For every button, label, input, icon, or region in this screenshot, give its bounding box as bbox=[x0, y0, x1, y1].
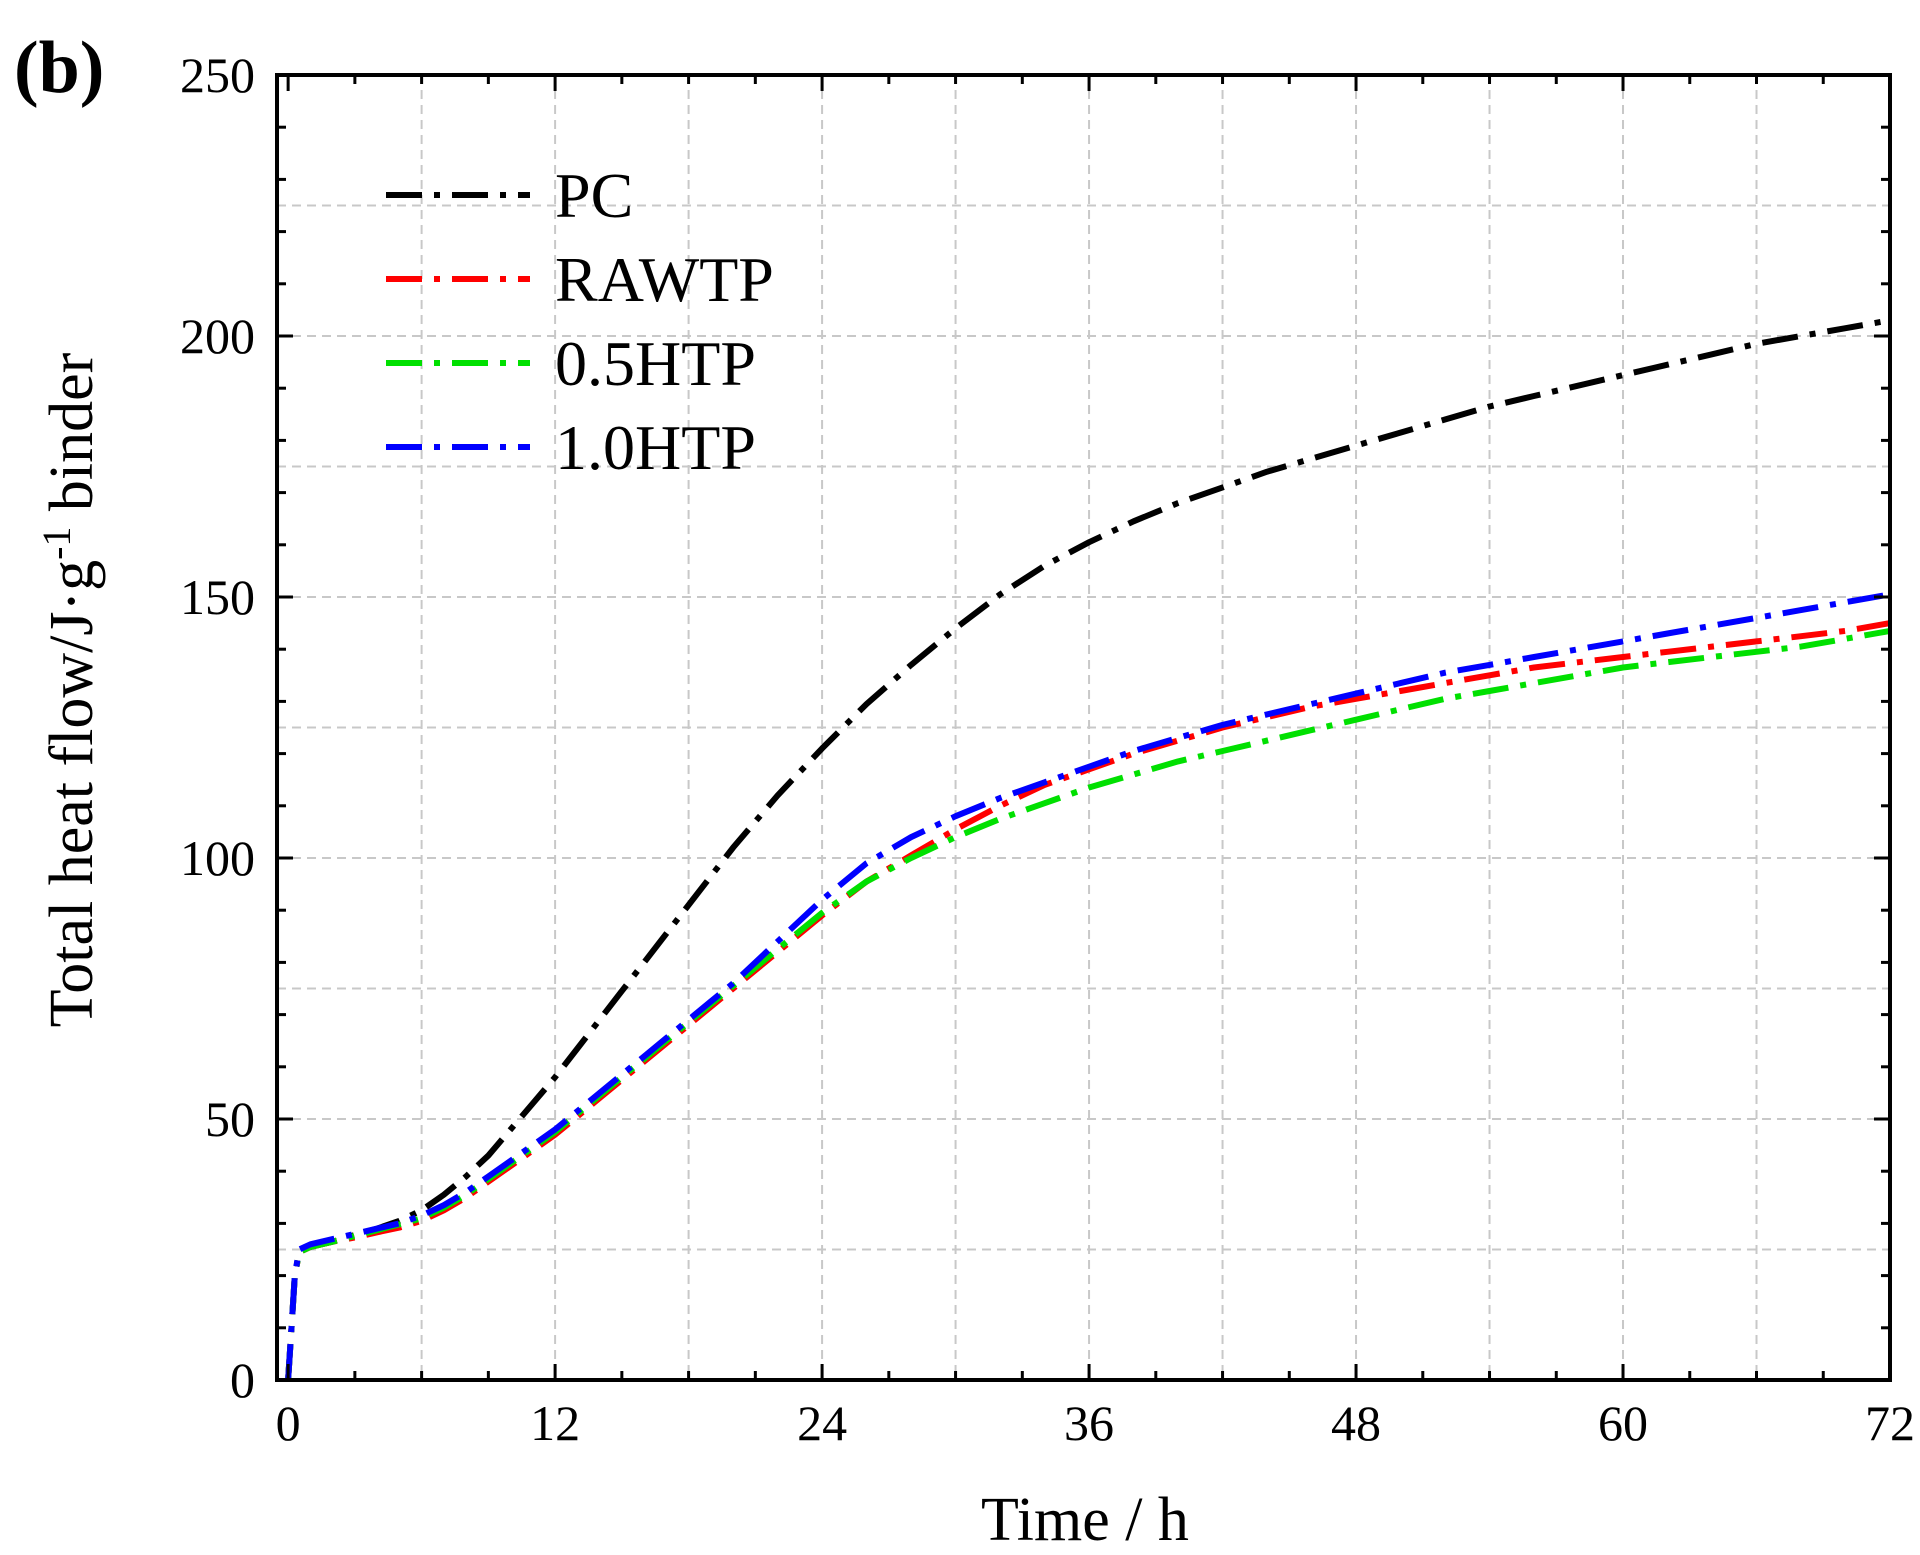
legend-label-rawtp: RAWTP bbox=[555, 244, 774, 315]
y-axis-title-main: Total heat flow/J·g bbox=[38, 560, 106, 1027]
panel-label: (b) bbox=[14, 27, 104, 109]
x-axis-title: Time / h bbox=[981, 1486, 1189, 1554]
y-axis-title-superscript: -1 bbox=[34, 527, 79, 560]
tick-labels-layer: 0 12 24 36 48 60 72 0 50 100 150 200 250 bbox=[180, 47, 1915, 1451]
x-tick-label: 12 bbox=[530, 1395, 580, 1451]
series-line-0-5htp bbox=[285, 627, 1890, 1380]
x-tick-label: 0 bbox=[276, 1395, 301, 1451]
y-axis-title-tail: binder bbox=[38, 352, 106, 526]
x-tick-label: 72 bbox=[1865, 1395, 1915, 1451]
legend-label-0-5htp: 0.5HTP bbox=[555, 328, 756, 399]
x-tick-label: 48 bbox=[1331, 1395, 1381, 1451]
y-tick-label: 150 bbox=[180, 569, 255, 625]
legend-label-pc: PC bbox=[555, 160, 633, 231]
y-tick-label: 100 bbox=[180, 830, 255, 886]
x-tick-label: 36 bbox=[1064, 1395, 1114, 1451]
y-tick-label: 0 bbox=[230, 1352, 255, 1408]
legend-label-1-0htp: 1.0HTP bbox=[555, 412, 756, 483]
y-tick-label: 50 bbox=[205, 1091, 255, 1147]
series-line-pc bbox=[285, 317, 1890, 1380]
series-layer bbox=[285, 317, 1890, 1380]
x-tick-label: 60 bbox=[1598, 1395, 1648, 1451]
ticks-layer bbox=[277, 73, 1892, 1382]
legend: PC RAWTP 0.5HTP 1.0HTP bbox=[386, 160, 774, 483]
plot-frame bbox=[275, 73, 1892, 1382]
y-tick-label: 200 bbox=[180, 308, 255, 364]
grid-layer bbox=[277, 75, 1890, 1380]
y-axis-title: Total heat flow/J·g-1 binder bbox=[34, 352, 106, 1027]
y-tick-label: 250 bbox=[180, 47, 255, 103]
series-line-1-0htp bbox=[285, 591, 1890, 1380]
x-tick-label: 24 bbox=[797, 1395, 847, 1451]
